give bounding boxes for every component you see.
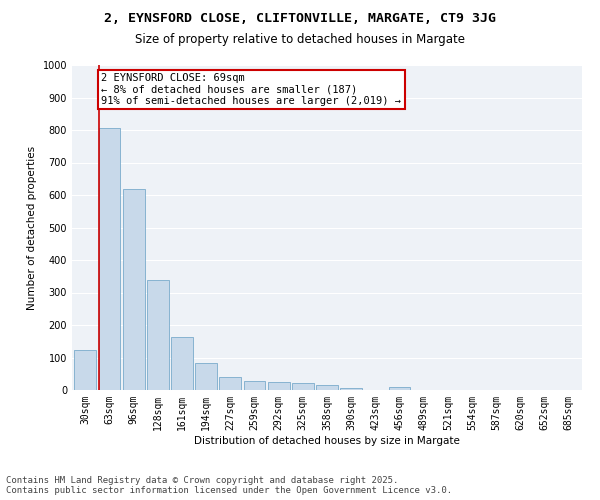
Bar <box>389 388 410 390</box>
Bar <box>123 189 145 390</box>
Bar <box>220 377 241 390</box>
Text: Contains HM Land Registry data © Crown copyright and database right 2025.
Contai: Contains HM Land Registry data © Crown c… <box>6 476 452 495</box>
Bar <box>147 280 169 390</box>
Bar <box>244 381 265 390</box>
Bar <box>98 128 121 390</box>
Text: 2, EYNSFORD CLOSE, CLIFTONVILLE, MARGATE, CT9 3JG: 2, EYNSFORD CLOSE, CLIFTONVILLE, MARGATE… <box>104 12 496 26</box>
Text: Size of property relative to detached houses in Margate: Size of property relative to detached ho… <box>135 32 465 46</box>
Bar <box>340 388 362 390</box>
Bar <box>195 364 217 390</box>
Bar <box>171 337 193 390</box>
Y-axis label: Number of detached properties: Number of detached properties <box>27 146 37 310</box>
X-axis label: Distribution of detached houses by size in Margate: Distribution of detached houses by size … <box>194 436 460 446</box>
Bar <box>74 350 96 390</box>
Bar <box>292 383 314 390</box>
Bar <box>316 386 338 390</box>
Text: 2 EYNSFORD CLOSE: 69sqm
← 8% of detached houses are smaller (187)
91% of semi-de: 2 EYNSFORD CLOSE: 69sqm ← 8% of detached… <box>101 73 401 106</box>
Bar <box>268 382 290 390</box>
